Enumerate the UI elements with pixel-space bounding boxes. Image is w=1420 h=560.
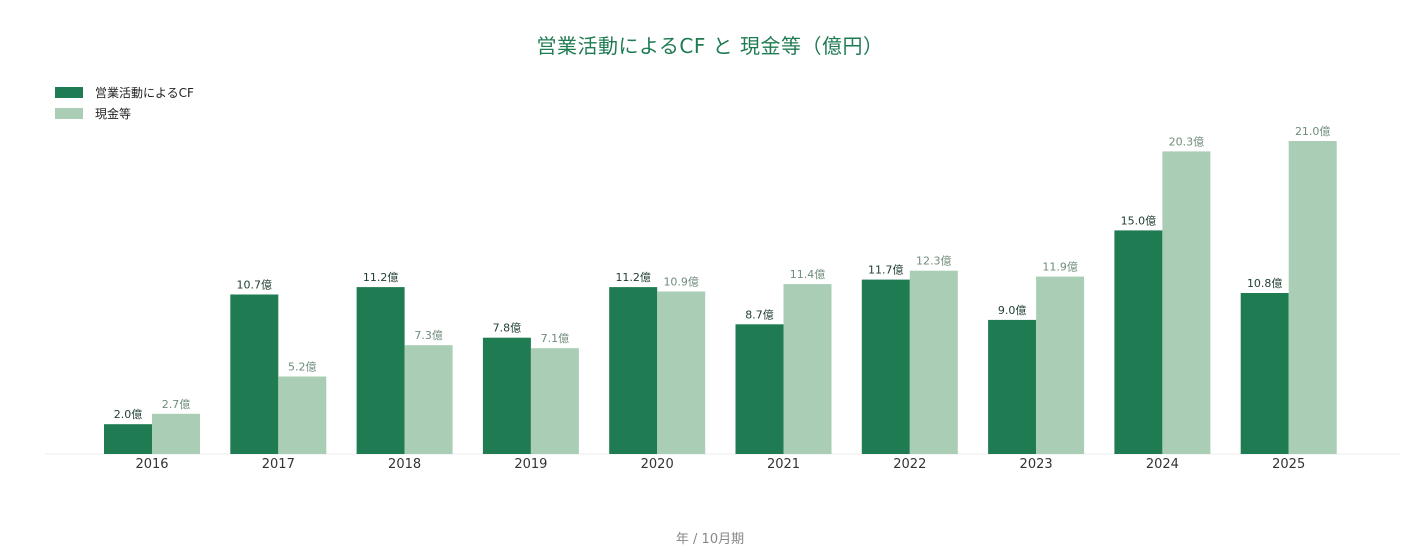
x-tick-label-2025: 2025 xyxy=(1272,457,1305,472)
data-label-cash-2018: 7.3億 xyxy=(414,329,443,342)
bar-operating-cf-2020[interactable] xyxy=(609,287,658,454)
legend-item-operating-cf[interactable]: 営業活動によるCF xyxy=(55,82,194,102)
x-tick-label-2023: 2023 xyxy=(1020,457,1053,472)
data-label-operating-cf-2018: 11.2億 xyxy=(363,271,399,284)
bar-operating-cf-2019[interactable] xyxy=(482,337,531,454)
data-label-operating-cf-2022: 11.7億 xyxy=(868,264,904,277)
data-label-cash-2024: 20.3億 xyxy=(1169,135,1205,148)
bar-cash-2018[interactable] xyxy=(404,345,453,454)
data-label-cash-2019: 7.1億 xyxy=(541,332,570,345)
data-label-cash-2023: 11.9億 xyxy=(1042,261,1078,274)
data-label-cash-2017: 5.2億 xyxy=(288,361,317,374)
data-label-operating-cf-2016: 2.0億 xyxy=(114,408,143,421)
bar-operating-cf-2021[interactable] xyxy=(735,324,784,454)
x-tick-label-2017: 2017 xyxy=(262,457,295,472)
data-label-cash-2022: 12.3億 xyxy=(916,255,952,268)
bar-operating-cf-2023[interactable] xyxy=(988,319,1037,454)
x-tick-label-2018: 2018 xyxy=(388,457,421,472)
bar-cash-2024[interactable] xyxy=(1162,151,1211,454)
bar-operating-cf-2024[interactable] xyxy=(1114,230,1163,454)
legend: 営業活動によるCF 現金等 xyxy=(55,82,194,124)
bar-cash-2020[interactable] xyxy=(657,291,706,455)
x-tick-label-2022: 2022 xyxy=(893,457,926,472)
data-label-operating-cf-2021: 8.7億 xyxy=(745,308,774,321)
data-label-cash-2025: 21.0億 xyxy=(1295,125,1331,138)
bar-operating-cf-2016[interactable] xyxy=(104,424,152,454)
bar-operating-cf-2025[interactable] xyxy=(1240,293,1289,454)
data-label-operating-cf-2025: 10.8億 xyxy=(1247,277,1283,290)
x-tick-label-2024: 2024 xyxy=(1146,457,1179,472)
data-label-operating-cf-2017: 10.7億 xyxy=(237,279,273,292)
x-tick-label-2021: 2021 xyxy=(767,457,800,472)
legend-swatch-operating-cf xyxy=(55,86,83,98)
data-label-operating-cf-2024: 15.0億 xyxy=(1121,214,1157,227)
data-label-operating-cf-2019: 7.8億 xyxy=(493,322,522,335)
bar-cash-2025[interactable] xyxy=(1288,141,1337,454)
data-label-operating-cf-2020: 11.2億 xyxy=(615,271,651,284)
bar-cash-2021[interactable] xyxy=(783,284,832,454)
bar-cash-2022[interactable] xyxy=(909,270,958,454)
bar-operating-cf-2022[interactable] xyxy=(861,279,910,454)
bar-operating-cf-2017[interactable] xyxy=(230,294,279,455)
data-label-operating-cf-2023: 9.0億 xyxy=(998,304,1027,317)
x-axis-label: 年 / 10月期 xyxy=(675,532,745,547)
data-label-cash-2020: 10.9億 xyxy=(663,276,699,289)
data-label-cash-2021: 11.4億 xyxy=(790,268,826,281)
legend-label-cash: 現金等 xyxy=(95,106,132,121)
legend-label-operating-cf: 営業活動によるCF xyxy=(95,85,194,100)
bar-cash-2017[interactable] xyxy=(278,376,327,455)
legend-swatch-cash xyxy=(55,107,83,119)
bar-cash-2016[interactable] xyxy=(152,413,200,454)
x-tick-label-2020: 2020 xyxy=(641,457,674,472)
legend-item-cash[interactable]: 現金等 xyxy=(55,103,194,123)
bar-operating-cf-2018[interactable] xyxy=(356,287,405,454)
data-label-cash-2016: 2.7億 xyxy=(162,398,191,411)
bar-cash-2019[interactable] xyxy=(530,348,579,454)
chart-title: 営業活動によるCF と 現金等（億円） xyxy=(536,34,884,58)
x-tick-label-2019: 2019 xyxy=(514,457,547,472)
bar-cash-2023[interactable] xyxy=(1036,276,1085,454)
x-tick-label-2016: 2016 xyxy=(135,457,168,472)
